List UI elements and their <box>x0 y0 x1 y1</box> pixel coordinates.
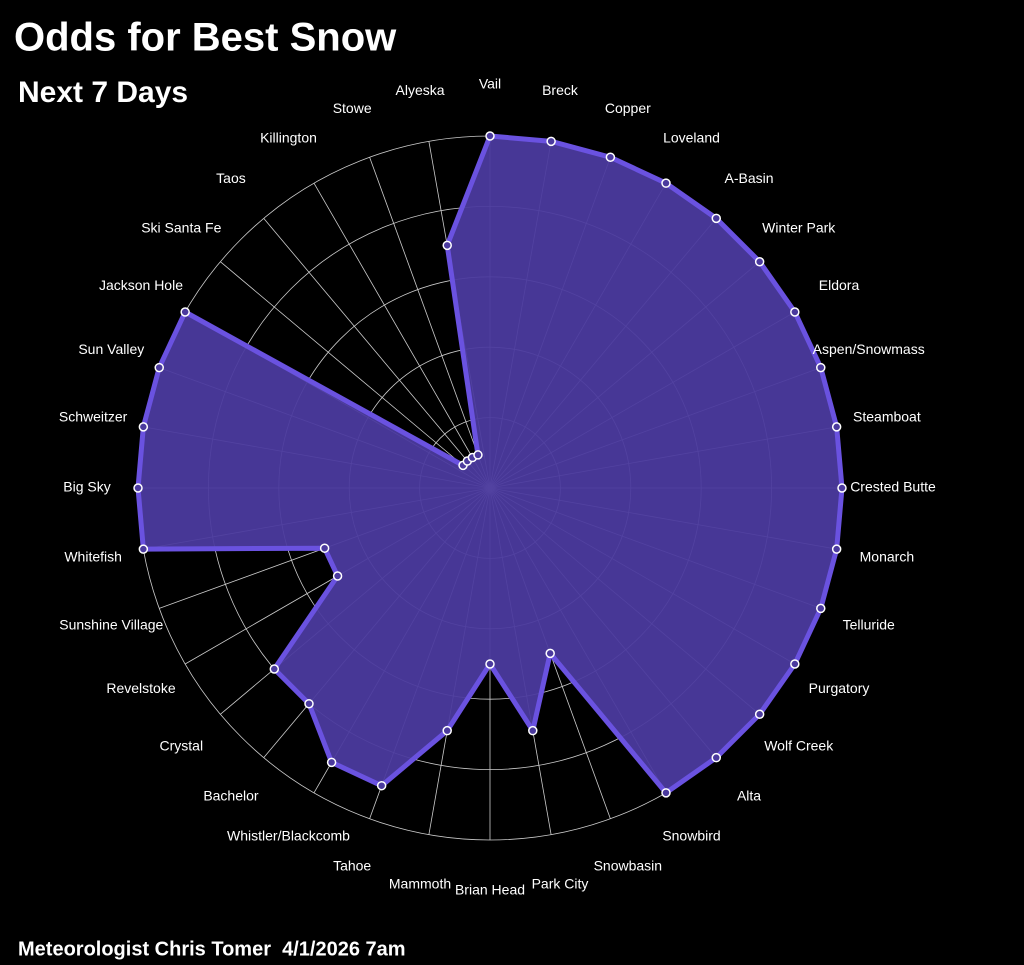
category-label: Winter Park <box>762 220 836 236</box>
category-label: Telluride <box>843 617 895 633</box>
category-label: Bachelor <box>203 787 259 803</box>
data-point <box>754 709 765 720</box>
data-point <box>154 362 164 373</box>
data-point <box>180 307 190 317</box>
category-label: Eldora <box>819 277 860 293</box>
data-point <box>528 725 538 736</box>
category-label: Brian Head <box>455 882 525 898</box>
footer: Meteorologist Chris Tomer 4/1/2026 7am <box>18 938 406 960</box>
data-point <box>661 788 671 798</box>
category-label: Loveland <box>663 130 720 146</box>
category-label: Steamboat <box>853 409 921 425</box>
grid-spoke <box>263 218 491 489</box>
data-point <box>442 240 452 251</box>
data-point <box>133 483 143 493</box>
category-label: Sun Valley <box>78 341 144 357</box>
data-point <box>332 571 343 581</box>
data-point <box>661 178 671 188</box>
data-point <box>546 136 556 147</box>
category-label: Breck <box>542 82 579 98</box>
category-label: Copper <box>605 100 651 116</box>
category-label: Crested Butte <box>850 479 936 495</box>
category-label: Killington <box>260 130 317 146</box>
data-point <box>831 422 842 432</box>
data-point <box>831 544 842 554</box>
category-label: Alta <box>737 787 761 803</box>
category-label: Sunshine Village <box>59 617 163 633</box>
category-label: Tahoe <box>333 857 371 873</box>
category-label: Vail <box>479 76 501 92</box>
category-label: A-Basin <box>725 170 774 186</box>
category-label: Wolf Creek <box>764 738 834 754</box>
category-label: Revelstoke <box>106 680 175 696</box>
data-point <box>138 544 149 554</box>
data-point <box>711 752 722 763</box>
category-label: Crystal <box>160 738 204 754</box>
data-point <box>711 213 722 224</box>
category-label: Alyeska <box>396 82 445 98</box>
data-point <box>790 307 800 317</box>
data-point <box>816 362 826 373</box>
data-point <box>837 483 847 493</box>
category-label: Park City <box>532 876 589 892</box>
category-label: Big Sky <box>63 479 110 495</box>
category-label: Whistler/Blackcomb <box>227 828 350 844</box>
data-point <box>442 725 452 736</box>
data-point <box>545 648 555 659</box>
category-label: Purgatory <box>809 680 870 696</box>
category-label: Whitefish <box>64 549 122 565</box>
category-label: Snowbasin <box>594 857 663 873</box>
data-point <box>485 659 495 669</box>
category-label: Schweitzer <box>59 409 128 425</box>
category-label: Mammoth <box>389 876 451 892</box>
grid-spoke <box>220 261 491 489</box>
grid-spoke <box>313 182 491 489</box>
data-point <box>319 543 330 553</box>
data-point <box>816 603 826 614</box>
category-label: Taos <box>216 170 246 186</box>
category-label: Stowe <box>333 100 372 116</box>
data-point <box>138 422 149 432</box>
data-point <box>605 152 616 162</box>
data-point <box>269 664 280 674</box>
category-label: Ski Santa Fe <box>141 220 221 236</box>
category-label: Aspen/Snowmass <box>813 341 925 357</box>
data-point <box>304 698 314 709</box>
category-label: Snowbird <box>662 828 720 844</box>
data-point <box>485 131 495 141</box>
data-point <box>326 757 337 768</box>
chart-title: Odds for Best Snow <box>14 16 397 60</box>
data-point <box>473 450 483 460</box>
data-point <box>790 659 800 669</box>
grid-spoke <box>369 157 491 489</box>
data-point <box>376 780 387 791</box>
chart-subtitle: Next 7 Days <box>18 76 188 109</box>
category-label: Jackson Hole <box>99 277 183 293</box>
category-label: Monarch <box>860 549 914 565</box>
data-point <box>754 256 765 267</box>
